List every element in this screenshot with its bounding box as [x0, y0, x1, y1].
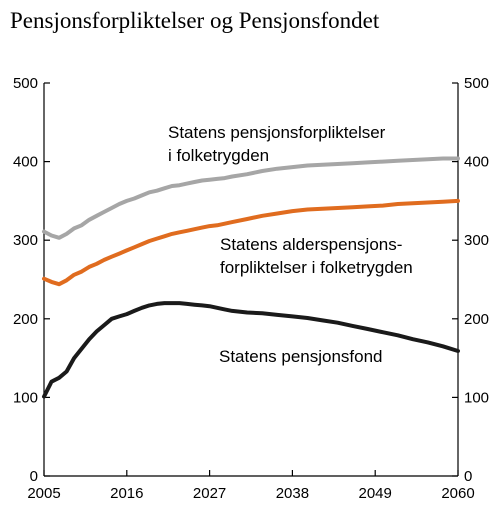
- y-axis-left: 0 100 200 300 400 500: [13, 75, 50, 485]
- x-tick-label: 2016: [110, 485, 143, 502]
- series-layer: [42, 156, 460, 399]
- annotation-old-age-pension-obligations-line-1: Statens alderspensjons-: [220, 235, 402, 254]
- y-tick-left-label: 300: [13, 232, 38, 249]
- annotation-old-age-pension-obligations-line-2: forpliktelser i folketrygden: [220, 258, 413, 277]
- x-axis: 2005 2016 2027 2038 2049 2060: [27, 470, 475, 502]
- series-line-pension-fund: [42, 301, 460, 399]
- y-axis-right: 0 100 200 300 400 500: [452, 75, 489, 485]
- x-tick-label: 2038: [276, 485, 309, 502]
- y-tick-right-label: 400: [464, 154, 489, 171]
- y-tick-right-label: 500: [464, 75, 489, 92]
- y-tick-left-label: 0: [30, 468, 38, 485]
- y-tick-left-label: 500: [13, 75, 38, 92]
- x-tick-label: 2005: [27, 485, 60, 502]
- y-tick-left-label: 100: [13, 389, 38, 406]
- x-tick-label: 2027: [193, 485, 226, 502]
- annotation-pension-obligations-line-1: Statens pensjonsforpliktelser: [168, 123, 386, 142]
- y-tick-right-label: 300: [464, 232, 489, 249]
- series-annotations: Statens pensjonsforpliktelser i folketry…: [168, 123, 413, 366]
- x-tick-label: 2060: [441, 485, 474, 502]
- y-tick-left-label: 400: [13, 154, 38, 171]
- y-tick-left-label: 200: [13, 311, 38, 328]
- series-line-old-age-pension-obligations: [42, 198, 460, 287]
- chart-title: Pensjonsforpliktelser og Pensjonsfondet: [10, 8, 380, 33]
- y-tick-right-label: 100: [464, 389, 489, 406]
- y-tick-right-label: 200: [464, 311, 489, 328]
- annotation-pension-fund: Statens pensjonsfond: [219, 347, 383, 366]
- series-line-pension-obligations: [42, 156, 460, 240]
- annotation-pension-obligations-line-2: i folketrygden: [168, 146, 269, 165]
- x-tick-label: 2049: [359, 485, 392, 502]
- y-tick-right-label: 0: [464, 468, 472, 485]
